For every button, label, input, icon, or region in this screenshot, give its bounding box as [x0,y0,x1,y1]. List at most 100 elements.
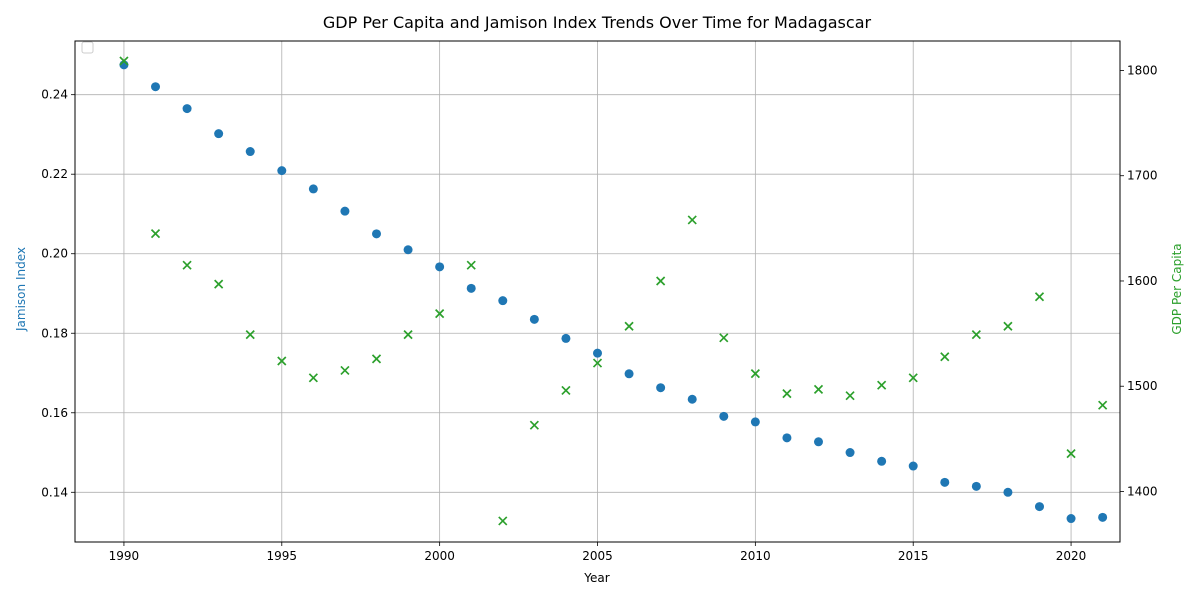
gdp-marker-stroke [371,354,382,364]
jamison-point [435,262,445,272]
gdp-point [308,373,318,383]
gdp-marker-stroke [908,373,918,383]
jamison-point [782,433,792,443]
jamison-point [687,394,697,404]
jamison-point [1034,502,1044,512]
gdp-marker-stroke [687,215,697,225]
gdp-marker-stroke [813,384,824,394]
x-tick-label: 2005 [582,549,613,563]
right-y-tick-label: 1600 [1127,274,1158,288]
x-axis: 1990 1995 2000 2005 2010 2015 2020 [109,542,1087,563]
x-tick-label: 1995 [267,549,298,563]
gdp-point [529,420,539,430]
jamison-point [971,481,981,491]
gdp-point [813,384,824,394]
gdp-marker-stroke [971,330,981,340]
jamison-point [845,448,855,458]
left-y-axis-label: Jamison Index [14,247,28,332]
gdp-marker-stroke [1098,400,1108,410]
gdp-marker-stroke [719,333,729,343]
left-y-axis: 0.14 0.16 0.18 0.20 0.22 0.24 [41,88,75,499]
gdp-marker-stroke [403,330,413,340]
gdp-point [845,391,855,401]
x-tick-label: 2015 [898,549,929,563]
left-y-tick-label: 0.24 [41,88,68,102]
gdp-marker-stroke [877,380,887,390]
gdp-marker-stroke [592,358,603,368]
jamison-point [403,245,413,255]
gdp-point [498,516,508,526]
gdp-marker-stroke [1003,321,1013,331]
gdp-point [340,365,350,376]
gdp-marker-stroke [308,373,318,383]
left-y-tick-label: 0.22 [41,167,68,181]
gdp-marker-stroke [845,391,855,401]
gdp-point [908,373,918,383]
gdp-marker-stroke [498,516,508,526]
gdp-series [119,56,1108,526]
jamison-point [277,166,287,176]
legend-box [81,41,94,54]
jamison-point [656,383,666,393]
jamison-point [308,184,318,194]
gdp-marker-stroke [182,260,192,270]
x-axis-label: Year [583,571,609,585]
gdp-marker-stroke [782,388,792,399]
gdp-point [719,333,729,343]
gdp-point [750,368,760,379]
gdp-marker-stroke [466,260,476,270]
gdp-marker-stroke [624,321,634,331]
jamison-point [182,104,192,114]
x-tick-label: 2000 [424,549,455,563]
gdp-point [624,321,634,331]
gdp-marker-stroke [656,276,666,286]
jamison-point [719,411,729,421]
gdp-marker-stroke [561,385,571,396]
gdp-point [371,354,382,364]
gdp-point [1066,448,1076,459]
left-y-tick-label: 0.14 [41,485,68,499]
gdp-marker-stroke [940,352,950,362]
gdp-marker-stroke [150,229,161,239]
gdp-marker-stroke [435,309,445,319]
gdp-point [561,385,571,396]
jamison-point [813,437,823,447]
right-y-tick-label: 1500 [1127,379,1158,393]
gdp-point [1098,400,1108,410]
gdp-point [592,358,603,368]
gdp-point [656,276,666,286]
left-y-tick-label: 0.20 [41,247,68,261]
jamison-point [940,477,950,487]
x-tick-label: 2020 [1056,549,1087,563]
jamison-point [593,348,602,358]
jamison-point [529,314,539,324]
jamison-point [466,283,476,293]
gdp-point [403,330,413,340]
jamison-point [877,456,887,466]
grid-lines [75,41,1120,542]
left-y-tick-label: 0.16 [41,406,68,420]
jamison-point [245,147,255,157]
gdp-point [150,229,161,239]
jamison-point [561,333,571,343]
jamison-point [1098,512,1108,522]
gdp-point [119,56,129,66]
gdp-marker-stroke [1066,448,1076,459]
jamison-point [214,129,224,139]
left-y-tick-label: 0.18 [41,326,68,340]
gdp-point [245,330,255,340]
right-y-tick-label: 1700 [1127,169,1158,183]
right-y-tick-label: 1400 [1127,484,1158,498]
jamison-point [151,82,161,92]
jamison-point [624,369,634,379]
gdp-marker-stroke [529,420,539,430]
gdp-point [877,380,887,390]
gdp-point [182,260,192,270]
gdp-point [466,260,476,270]
gdp-marker-stroke [340,365,350,376]
gdp-point [1003,321,1013,331]
jamison-point [1003,487,1013,497]
gdp-point [782,388,792,399]
